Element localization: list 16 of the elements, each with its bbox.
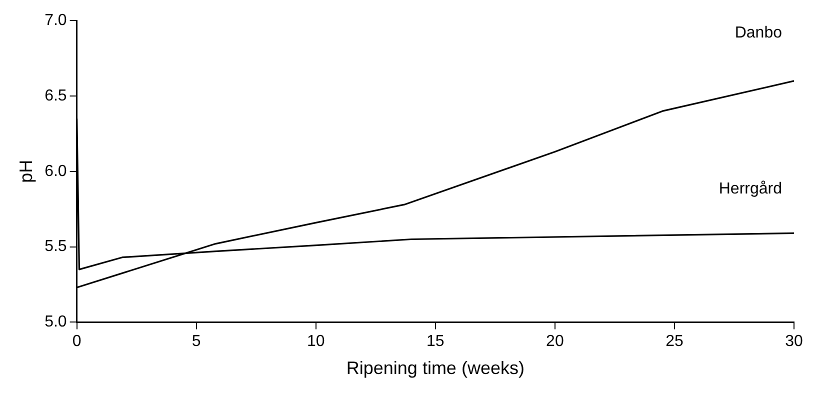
x-tick-label: 20: [546, 333, 564, 350]
y-tick-label: 5.0: [44, 314, 67, 331]
x-tick-label: 0: [72, 333, 82, 350]
x-tick-label: 15: [426, 333, 444, 350]
x-tick-label: 10: [306, 333, 325, 350]
y-axis-title: pH: [16, 160, 36, 183]
y-tick-label: 6.0: [44, 162, 67, 180]
x-tick-label: 5: [192, 333, 201, 350]
text: Herrgård: [718, 180, 782, 198]
x-tick-label: 30: [785, 333, 803, 350]
x-tick-label: 25: [666, 333, 684, 350]
y-tick-label: 5.5: [44, 238, 67, 256]
y-tick-label: 6.5: [44, 87, 67, 104]
y-tick-label: 7.0: [44, 12, 67, 30]
x-axis-title: Ripening time (weeks): [346, 358, 524, 378]
text: Danbo: [734, 24, 782, 42]
